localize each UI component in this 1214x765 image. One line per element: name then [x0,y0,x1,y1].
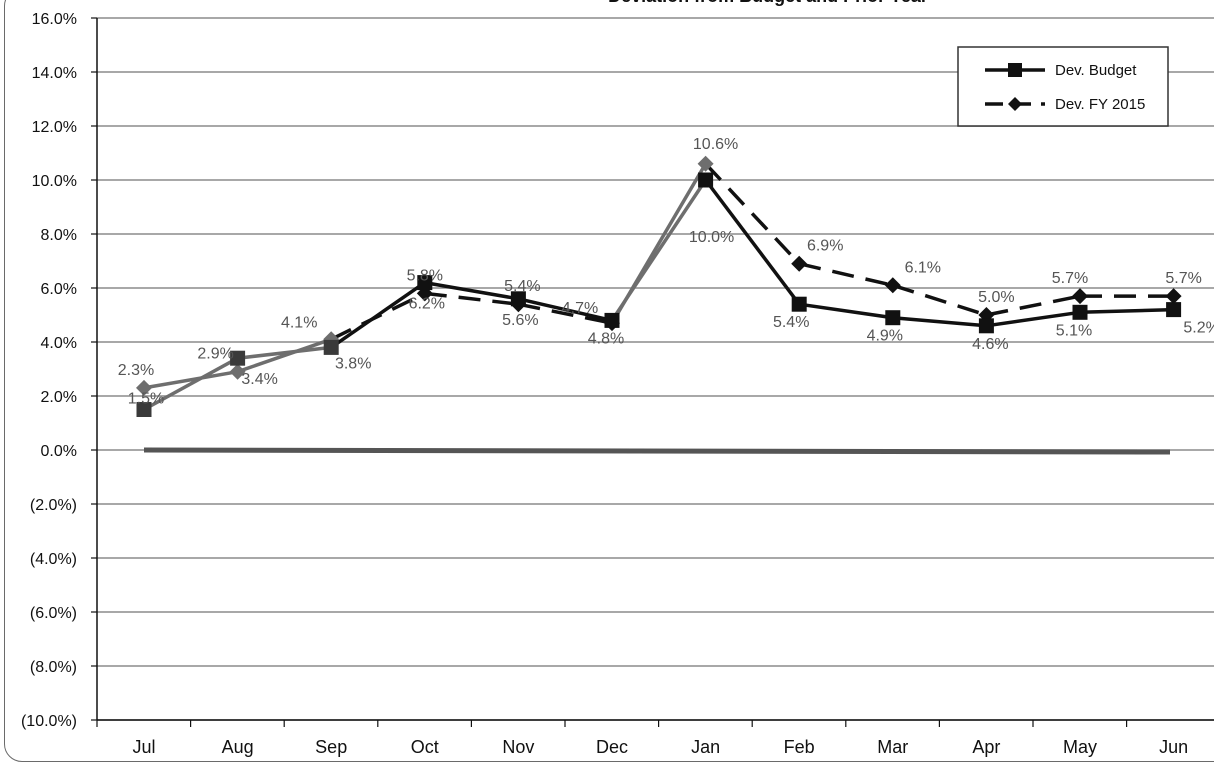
y-tick-label: 0.0% [41,443,77,460]
series-line-budget [237,345,332,360]
marker-budget [698,172,714,188]
legend-box [957,46,1169,127]
x-tick-label: Feb [784,737,815,757]
data-label-budget: 1.5% [128,391,164,408]
data-label-fy2015: 4.1% [281,314,317,331]
legend-label-budget: Dev. Budget [1055,62,1137,79]
x-tick-label: Mar [877,737,908,757]
data-label-fy2015: 5.4% [504,278,540,295]
marker-budget [323,339,339,355]
series-line-budget [704,178,801,306]
y-tick-label: (2.0%) [30,497,77,514]
data-label-budget: 3.4% [241,371,277,388]
y-tick-label: 6.0% [41,281,77,298]
series-line-budget [798,302,894,320]
x-tick-label: May [1063,737,1097,757]
x-tick-label: Jan [691,737,720,757]
series-line-fy2015 [424,291,519,306]
data-label-budget: 4.8% [588,330,624,347]
marker-fy2015 [136,379,152,396]
y-tick-label: (10.0%) [21,713,77,730]
marker-fy2015 [229,363,246,380]
series-line-budget [892,315,987,328]
series-line-fy2015 [892,283,987,317]
series-line-fy2015 [143,369,238,390]
chart-frame [4,0,1214,762]
data-label-fy2015: 6.9% [807,238,843,255]
data-label-budget: 4.9% [867,328,903,345]
data-label-budget: 5.4% [773,314,809,331]
data-label-fy2015: 5.7% [1052,270,1088,287]
y-tick-label: 14.0% [32,65,77,82]
series-line-budget [518,297,613,323]
series-line-budget [424,280,519,301]
marker-budget [604,312,620,328]
marker-fy2015 [1165,288,1182,305]
y-tick-label: 8.0% [41,227,77,244]
y-tick-label: 16.0% [32,11,77,28]
data-label-fy2015: 6.1% [905,259,941,276]
marker-fy2015 [884,277,901,294]
x-tick-label: Jul [132,737,155,757]
legend-label-fy2015: Dev. FY 2015 [1055,96,1145,113]
data-label-fy2015: 5.8% [407,267,443,284]
y-tick-label: 10.0% [32,173,77,190]
y-tick-label: 2.0% [41,389,77,406]
data-label-fy2015: 5.7% [1165,270,1201,287]
data-label-budget: 4.6% [972,336,1008,353]
y-tick-label: (6.0%) [30,605,77,622]
x-tick-label: Aug [222,737,254,757]
data-label-fy2015: 2.3% [118,362,154,379]
series-line-fy2015 [986,294,1081,317]
marker-budget [510,291,526,307]
chart-title: Deviation from Budget and Prior Year [608,0,928,6]
x-tick-label: Nov [502,737,534,757]
data-label-fy2015: 2.9% [197,346,233,363]
series-line-fy2015 [704,162,801,265]
x-tick-label: Oct [411,737,439,757]
data-label-budget: 5.2% [1183,320,1214,337]
y-tick-label: 4.0% [41,335,77,352]
data-label-budget: 5.6% [502,312,538,329]
y-tick-label: 12.0% [32,119,77,136]
x-tick-label: Apr [972,737,1000,757]
series-line-budget [330,281,426,349]
marker-budget [230,350,246,366]
marker-budget [1166,302,1182,318]
legend: Dev. Budget Dev. FY 2015 [957,46,1169,127]
x-tick-label: Dec [596,737,628,757]
marker-budget [885,310,901,326]
marker-budget [417,275,433,291]
zero-baseline [143,447,1171,455]
marker-fy2015 [697,155,714,172]
data-label-budget: 6.2% [409,296,445,313]
data-label-budget: 10.0% [689,229,734,246]
y-tick-label: (4.0%) [30,551,77,568]
marker-budget [791,296,807,312]
data-label-fy2015: 4.7% [562,300,598,317]
marker-budget [136,402,152,417]
series-line-fy2015 [237,337,332,374]
series-line-budget [986,310,1081,328]
legend-marker-budget [1008,63,1022,77]
marker-budget [1072,304,1088,320]
marker-fy2015 [1072,288,1088,305]
series-line-budget [1079,307,1174,315]
legend-marker-fy2015 [1008,97,1022,111]
series-line-fy2015 [518,302,613,325]
x-tick-label: Jun [1159,737,1188,757]
data-label-fy2015: 10.6% [693,136,738,153]
marker-budget [978,318,994,334]
x-tick-label: Sep [315,737,347,757]
series-line-budget [610,179,708,322]
series-line-fy2015 [798,261,894,288]
y-tick-label: (8.0%) [30,659,77,676]
data-label-budget: 3.8% [335,355,371,372]
data-label-fy2015: 5.0% [978,289,1014,306]
marker-fy2015 [791,255,808,272]
data-label-budget: 5.1% [1056,322,1092,339]
series-line-budget [143,356,239,412]
